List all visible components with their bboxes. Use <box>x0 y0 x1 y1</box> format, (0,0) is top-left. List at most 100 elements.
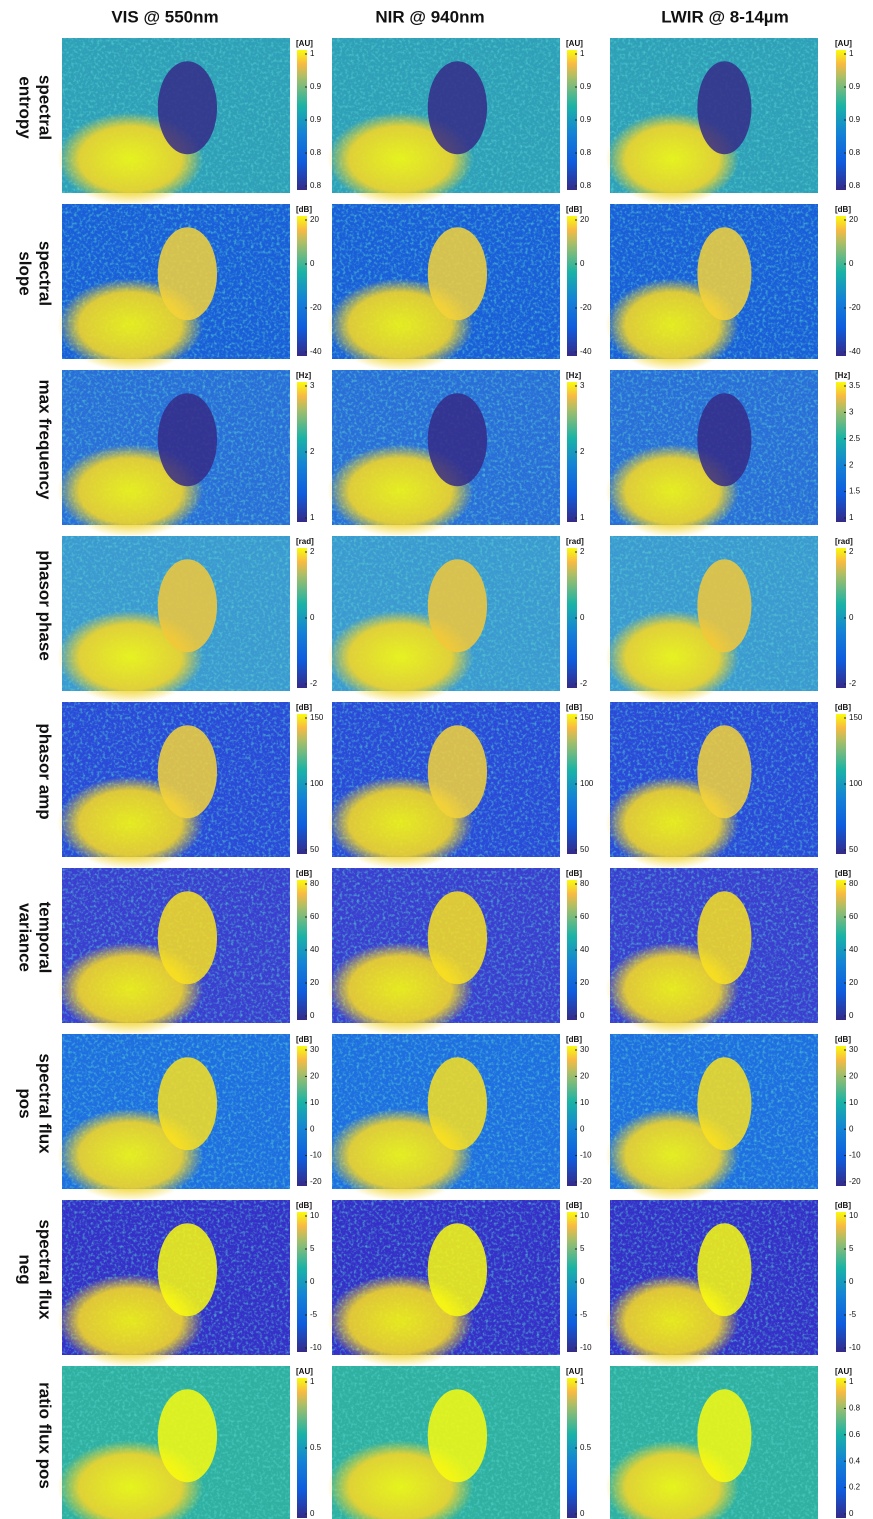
colorbar-tick-label: 10 <box>310 1211 319 1220</box>
image-head <box>697 1389 751 1482</box>
heatmap-image <box>606 1034 818 1201</box>
colorbar-tick-label: 1.5 <box>849 487 861 496</box>
colorbar-tick-label: 30 <box>849 1045 858 1054</box>
colorbar-tick-label: 30 <box>310 1045 319 1054</box>
colorbar-tick-label: -10 <box>580 1151 592 1160</box>
colorbar-unit: [dB] <box>835 1201 851 1210</box>
heatmap-image <box>57 204 290 371</box>
colorbar-unit: [AU] <box>566 39 583 48</box>
colorbar-tick-label: 1 <box>580 513 585 522</box>
image-head <box>428 891 487 984</box>
colorbar-tick-label: 100 <box>849 779 863 788</box>
image-head <box>697 725 751 818</box>
colorbar-tick-label: 10 <box>580 1098 589 1107</box>
colorbar <box>836 1046 846 1186</box>
colorbar-tick-label: 1 <box>310 49 315 58</box>
colorbar-tick-label: 1 <box>849 513 854 522</box>
row-label: phasor amp <box>36 723 55 819</box>
heatmap-image <box>606 536 818 703</box>
colorbar-tick-label: 150 <box>310 713 324 722</box>
colorbar-tick-label: 1 <box>580 1377 585 1386</box>
colorbar-tick-label: 5 <box>310 1244 315 1253</box>
colorbar-unit: [dB] <box>566 869 582 878</box>
colorbar-tick-label: 0.9 <box>310 115 322 124</box>
colorbar-tick-label: -5 <box>849 1310 857 1319</box>
heatmap-image <box>606 204 818 371</box>
colorbar-tick-label: -2 <box>310 679 318 688</box>
colorbar-tick-label: 0.8 <box>310 148 322 157</box>
colorbar-unit: [AU] <box>296 1367 313 1376</box>
colorbar-unit: [rad] <box>835 537 853 546</box>
image-head <box>697 1223 751 1316</box>
colorbar <box>297 1046 307 1186</box>
colorbar-tick-label: -40 <box>849 347 861 356</box>
colorbar-tick-label: 20 <box>310 1072 319 1081</box>
colorbar-tick-label: 150 <box>580 713 594 722</box>
colorbar <box>567 1046 577 1186</box>
colorbar-tick-label: 1 <box>310 1377 315 1386</box>
image-head <box>158 1389 217 1482</box>
colorbar-tick-label: 0 <box>580 1277 585 1286</box>
heatmap-image <box>57 1034 290 1201</box>
colorbar-tick-label: 0 <box>580 1509 585 1518</box>
colorbar-tick-label: 0.8 <box>849 148 861 157</box>
colorbar-unit: [AU] <box>296 39 313 48</box>
column-header: LWIR @ 8-14µm <box>661 7 788 26</box>
image-head <box>428 1057 487 1150</box>
row-label: ratio flux pos <box>36 1382 55 1489</box>
heatmap-image <box>327 702 560 869</box>
image-head <box>697 891 751 984</box>
image-head <box>697 559 751 652</box>
colorbar-tick-label: 0.9 <box>580 82 592 91</box>
colorbar-tick-label: -20 <box>849 1177 861 1186</box>
colorbar-unit: [dB] <box>296 1035 312 1044</box>
colorbar <box>836 216 846 356</box>
colorbar-tick-label: 0 <box>849 1277 854 1286</box>
colorbar-tick-label: 80 <box>849 879 858 888</box>
colorbar-tick-label: -10 <box>849 1343 861 1352</box>
colorbar-tick-label: 0.9 <box>310 82 322 91</box>
colorbar <box>836 1378 846 1518</box>
heatmap-image <box>57 1200 290 1367</box>
image-head <box>158 61 217 154</box>
colorbar-tick-label: 1 <box>849 49 854 58</box>
colorbar-unit: [rad] <box>296 537 314 546</box>
colorbar-tick-label: -5 <box>310 1310 318 1319</box>
colorbar-unit: [dB] <box>566 703 582 712</box>
colorbar-tick-label: 10 <box>849 1211 858 1220</box>
colorbar-unit: [dB] <box>566 205 582 214</box>
colorbar-unit: [rad] <box>566 537 584 546</box>
colorbar-tick-label: 50 <box>580 845 589 854</box>
colorbar-tick-label: -2 <box>580 679 588 688</box>
colorbar-tick-label: 0.8 <box>580 148 592 157</box>
image-head <box>158 393 217 486</box>
image-head <box>697 1057 751 1150</box>
row-label: spectral <box>36 75 55 140</box>
colorbar-tick-label: 0.9 <box>849 115 861 124</box>
colorbar-tick-label: 40 <box>849 945 858 954</box>
colorbar-tick-label: 0.2 <box>849 1483 861 1492</box>
image-head <box>428 61 487 154</box>
colorbar-tick-label: 60 <box>580 912 589 921</box>
colorbar-tick-label: 100 <box>580 779 594 788</box>
heatmap-image <box>327 1366 560 1519</box>
colorbar-tick-label: 20 <box>849 215 858 224</box>
colorbar-tick-label: 20 <box>580 215 589 224</box>
colorbar-tick-label: 1 <box>580 49 585 58</box>
colorbar-tick-label: 0 <box>580 1124 585 1133</box>
heatmap-image <box>327 536 560 703</box>
colorbar-tick-label: 0.8 <box>849 1404 861 1413</box>
colorbar-unit: [Hz] <box>835 371 850 380</box>
colorbar-tick-label: 3 <box>310 381 315 390</box>
row-label: pos <box>16 1088 35 1118</box>
colorbar-unit: [dB] <box>835 869 851 878</box>
colorbar-tick-label: 10 <box>580 1211 589 1220</box>
row-label: phasor phase <box>36 550 55 661</box>
colorbar-tick-label: 10 <box>310 1098 319 1107</box>
heatmap-image <box>606 1366 818 1519</box>
colorbar-tick-label: 0 <box>849 259 854 268</box>
colorbar-tick-label: 0 <box>310 1124 315 1133</box>
colorbar-unit: [Hz] <box>566 371 581 380</box>
colorbar-tick-label: 2 <box>580 547 585 556</box>
colorbar-tick-label: 0 <box>580 613 585 622</box>
